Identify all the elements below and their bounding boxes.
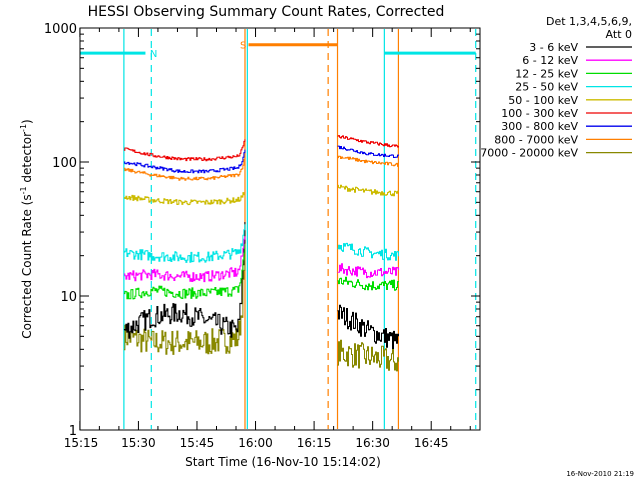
legend-label: 100 - 300 keV: [501, 107, 578, 120]
series-line-segment-b: [337, 135, 399, 148]
series-lines: [123, 135, 399, 372]
y-tick-label: 10: [60, 290, 77, 305]
legend-label: 50 - 100 keV: [508, 94, 578, 107]
legend-label: 3 - 6 keV: [529, 41, 578, 54]
legend-label: 800 - 7000 keV: [494, 133, 578, 146]
x-tick-label: 16:30: [355, 436, 390, 450]
series-line-segment-a: [123, 222, 246, 339]
plot-area: NS: [80, 29, 477, 429]
mode-flags: NS: [80, 41, 476, 60]
y-tick-label: 1: [69, 424, 77, 439]
legend-label: 6 - 12 keV: [522, 54, 578, 67]
series-line-segment-b: [337, 184, 399, 197]
series-line-segment-b: [337, 263, 399, 279]
x-tick-label: 16:45: [414, 436, 449, 450]
x-tick-label: 15:45: [180, 436, 215, 450]
series-line-segment-b: [337, 145, 399, 158]
y-label-sup2: -1: [19, 124, 28, 132]
series-line-segment-b: [337, 155, 399, 167]
legend-header-attenuator: Att 0: [606, 28, 632, 41]
y-tick-label: 1000: [44, 22, 77, 37]
series-line-segment-a: [123, 243, 246, 300]
y-label-sup1: -1: [19, 186, 28, 194]
flag-label: N: [150, 49, 157, 60]
series-line-segment-a: [123, 139, 246, 162]
y-label-part2: detector: [20, 132, 34, 187]
y-axis-label: Corrected Count Rate (s-1 detector-1): [19, 119, 34, 338]
x-tick-label: 15:30: [121, 436, 156, 450]
y-label-part1: Corrected Count Rate (s: [20, 194, 34, 338]
plot-frame: [79, 27, 481, 431]
legend-label: 12 - 25 keV: [515, 67, 578, 80]
legend-label: 7000 - 20000 keV: [480, 147, 578, 160]
chart-title: HESSI Observing Summary Count Rates, Cor…: [88, 4, 445, 20]
series-line-segment-b: [337, 304, 399, 349]
x-tick-label: 15:15: [64, 436, 99, 450]
x-axis: 15:15 15:30 15:45 16:00 16:15 16:30 16:45: [64, 28, 471, 450]
series-line-segment-b: [337, 339, 399, 372]
legend-label: 25 - 50 keV: [515, 81, 578, 94]
footer-timestamp: 16-Nov-2010 21:19: [566, 470, 634, 478]
series-line-segment-a: [123, 192, 246, 206]
x-axis-label: Start Time (16-Nov-10 15:14:02): [185, 455, 381, 469]
y-tick-label: 100: [52, 156, 77, 171]
series-line-segment-a: [123, 224, 246, 263]
series-line-segment-a: [123, 244, 246, 355]
series-line-segment-a: [123, 236, 246, 283]
legend-header-detectors: Det 1,3,4,5,6,9,: [546, 15, 632, 28]
flag-label: S: [240, 41, 246, 52]
x-tick-label: 16:15: [297, 436, 332, 450]
y-axis: 1 10 100 1000: [44, 22, 480, 439]
y-label-part3: ): [20, 119, 34, 124]
series-line-segment-b: [337, 242, 399, 261]
legend-label: 300 - 800 keV: [501, 120, 578, 133]
x-tick-label: 16:00: [238, 436, 273, 450]
series-line-segment-a: [123, 149, 246, 174]
marker-lines: [123, 29, 477, 429]
series-line-segment-b: [337, 276, 399, 291]
series-line-segment-a: [123, 156, 246, 181]
